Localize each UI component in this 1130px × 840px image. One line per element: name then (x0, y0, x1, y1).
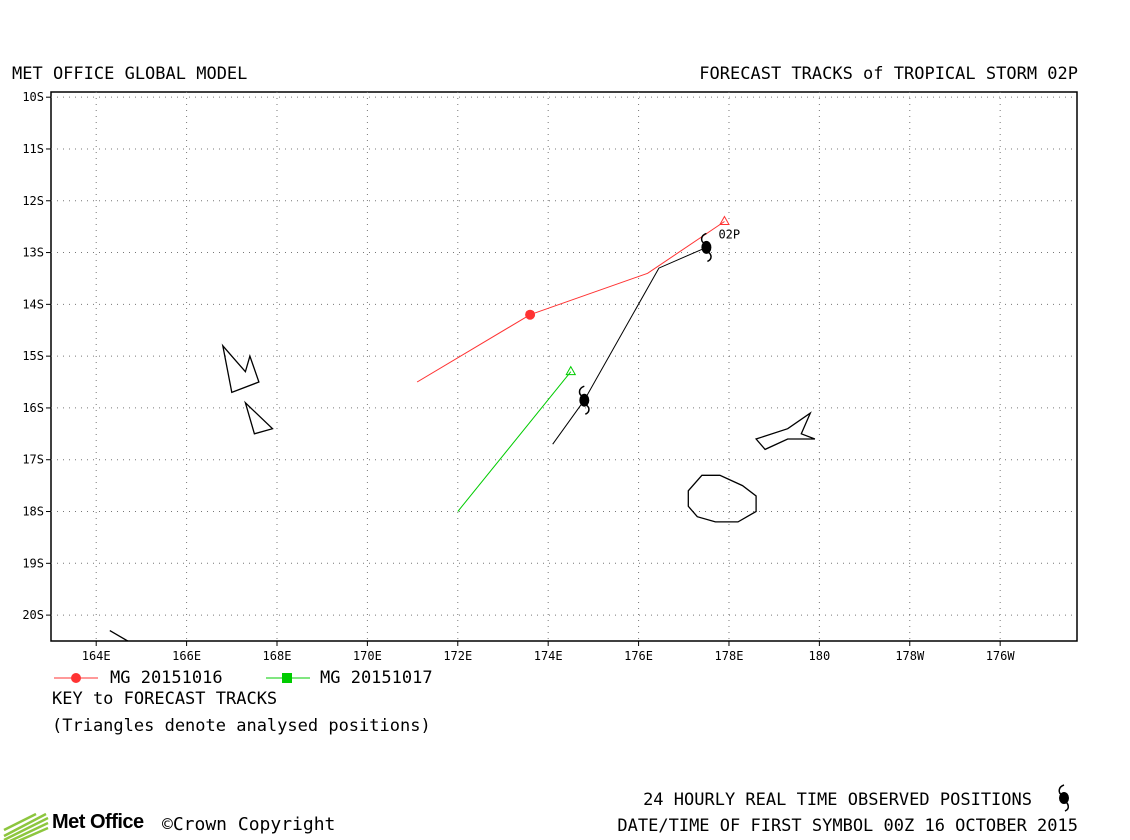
forecast-tracks (416, 215, 730, 512)
observed-positions-note: 24 HOURLY REAL TIME OBSERVED POSITIONS (643, 790, 1032, 810)
lat-tick-label: 17S (22, 453, 44, 467)
lon-tick-label: 178E (715, 649, 744, 663)
lon-tick-label: 176W (986, 649, 1016, 663)
header-left-title: MET OFFICE GLOBAL MODEL (12, 64, 248, 84)
met-office-logo-text: Met Office (52, 811, 144, 833)
lon-tick-label: 176E (624, 649, 653, 663)
lat-tick-label: 18S (22, 505, 44, 519)
header-right-title: FORECAST TRACKS of TROPICAL STORM 02P (699, 64, 1078, 84)
lon-tick-label: 180 (809, 649, 831, 663)
met-office-logo-icon (3, 812, 49, 840)
lat-tick-label: 11S (22, 142, 44, 156)
legend-marker-2 (266, 673, 310, 683)
legend-label-2: MG 20151017 (320, 668, 433, 688)
island-outline (244, 400, 274, 435)
lat-tick-label: 13S (22, 246, 44, 260)
storm-symbol-eye (701, 240, 712, 254)
islands (109, 343, 816, 642)
island-outline (221, 343, 260, 394)
copyright-text: ©Crown Copyright (162, 814, 336, 835)
track-line-2 (457, 371, 572, 512)
lon-tick-label: 172E (443, 649, 472, 663)
legend-key-title: KEY to FORECAST TRACKS (52, 689, 278, 709)
lat-tick-label: 10S (22, 90, 44, 104)
lon-tick-label: 174E (534, 649, 563, 663)
axis-labels: 164E 166E 168E 170E 172E 174E 176E 178E 180 178W 1… (22, 90, 1015, 663)
island-outline (109, 630, 129, 642)
track-marker-circle (525, 309, 536, 320)
legend-label-1: MG 20151016 (110, 668, 223, 688)
storm-symbol-arm (583, 403, 590, 415)
lat-tick-label: 20S (22, 608, 44, 622)
analysed-position-triangle (719, 215, 730, 225)
map-grid (46, 92, 1077, 646)
storm-symbol-arm (706, 250, 712, 263)
lon-tick-label: 164E (82, 649, 111, 663)
track-line-1 (416, 221, 725, 383)
storm-symbol-icon (700, 232, 712, 263)
lat-tick-label: 16S (22, 401, 44, 415)
analysed-position-triangle (565, 365, 577, 376)
lon-tick-label: 166E (172, 649, 201, 663)
legend-marker-1 (54, 673, 98, 683)
lat-tick-label: 15S (22, 349, 44, 363)
observed-track-line (552, 246, 707, 445)
lat-tick-label: 14S (22, 297, 44, 311)
observed-track (552, 232, 712, 445)
forecast-track-map: 164E 166E 168E 170E 172E 174E 176E 178E 180 178W 1… (22, 90, 1078, 663)
lon-tick-label: 170E (353, 649, 382, 663)
storm-label: 02P (718, 227, 740, 241)
lon-tick-label: 178W (895, 649, 925, 663)
storm-symbol-eye (579, 393, 590, 407)
map-frame (50, 91, 1078, 642)
lon-tick-label: 168E (263, 649, 292, 663)
storm-symbol-icon (578, 385, 590, 415)
island-outline (754, 411, 816, 451)
lat-tick-label: 19S (22, 556, 44, 570)
datetime-note: DATE/TIME OF FIRST SYMBOL 00Z 16 OCTOBER… (617, 816, 1078, 836)
storm-symbol-icon (1058, 784, 1069, 812)
legend-triangle-note: (Triangles denote analysed positions) (52, 716, 431, 736)
island-outline (687, 474, 757, 523)
lat-tick-label: 12S (22, 194, 44, 208)
